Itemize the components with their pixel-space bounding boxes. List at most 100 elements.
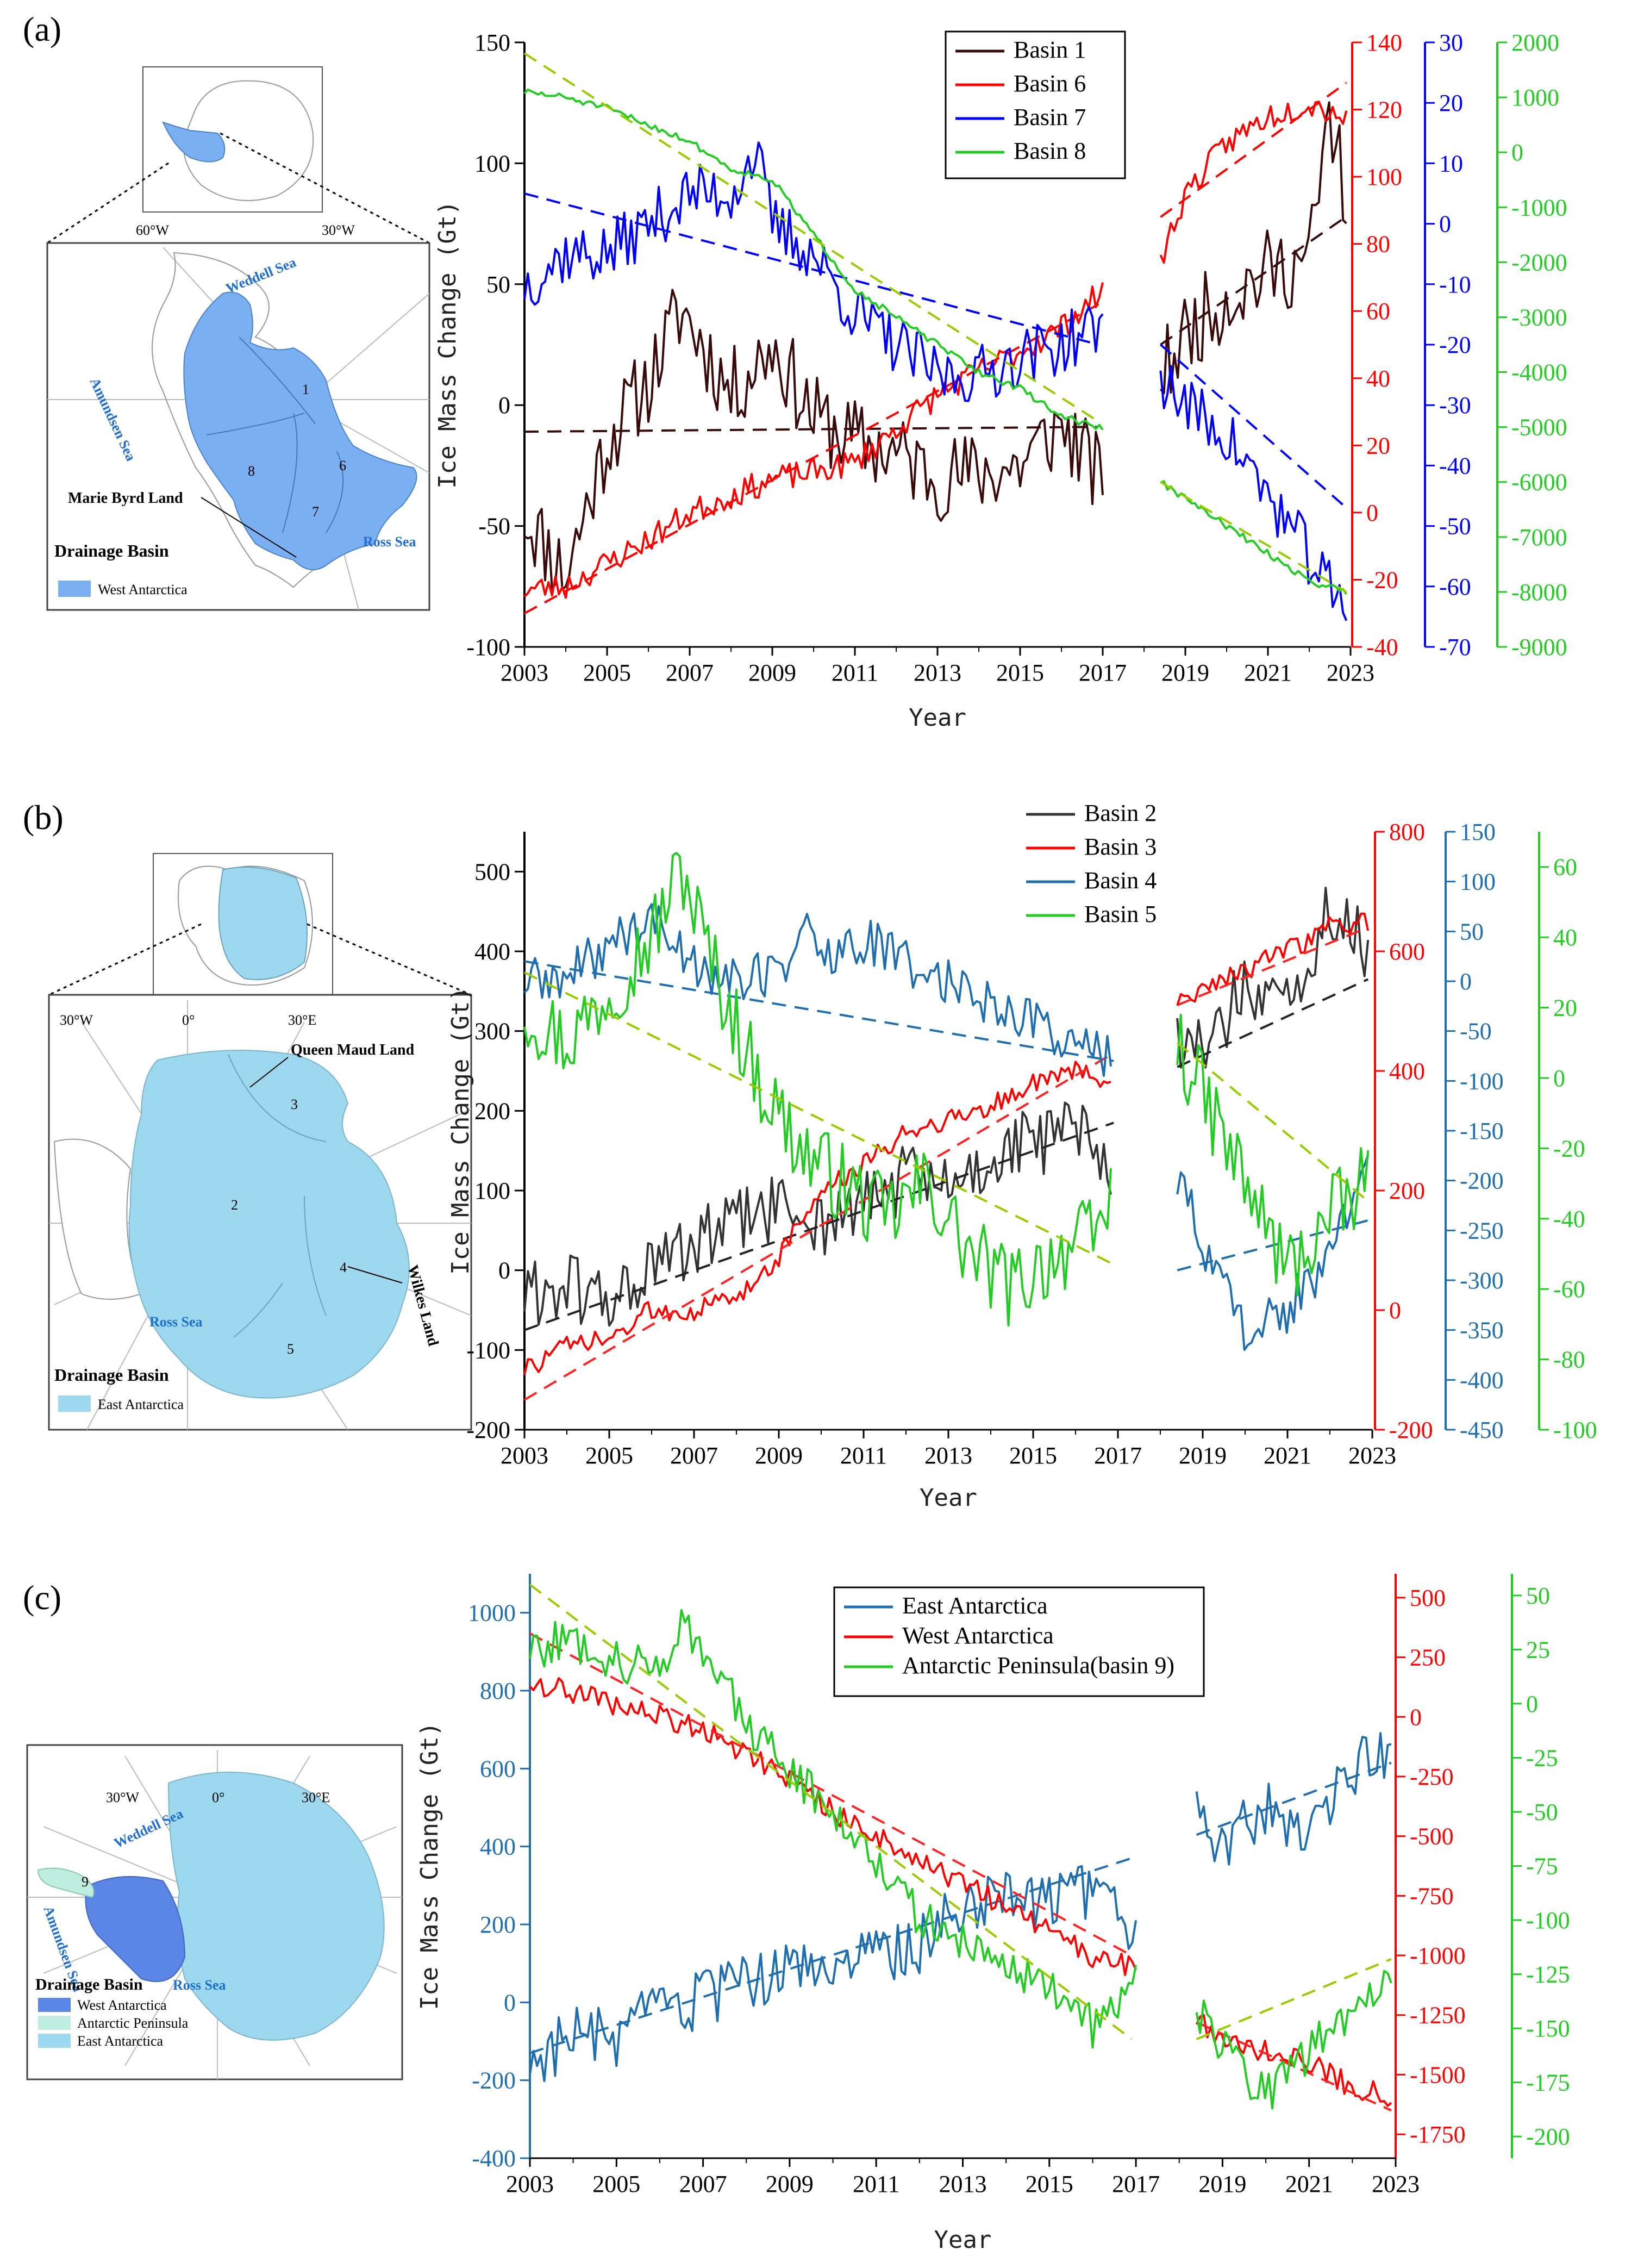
legend: Basin 2 Basin 3 Basin 4 Basin 5 <box>1026 800 1157 927</box>
map-lon-label: 0° <box>182 1012 195 1028</box>
y-tick-label-left: 50 <box>486 271 510 298</box>
map-lon-label: 30°E <box>302 1790 330 1805</box>
y-tick-label-blue: -10 <box>1439 271 1471 298</box>
y-tick-label-red: 600 <box>1389 938 1425 965</box>
x-tick-label: 2015 <box>996 659 1044 686</box>
y-tick-label-green: -25 <box>1526 1744 1558 1771</box>
basin-number: 1 <box>302 382 309 397</box>
x-tick-label: 2007 <box>670 1442 718 1469</box>
y-tick-label-green: 1000 <box>1511 84 1559 111</box>
x-tick-label: 2015 <box>1009 1442 1057 1469</box>
legend: Basin 1 Basin 6 Basin 7 Basin 8 <box>945 30 1126 179</box>
y-tick-label-left: 200 <box>474 1098 510 1124</box>
x-tick-label: 2011 <box>832 659 878 686</box>
map-west-antarctica: 60°W 30°W Weddell Sea Amundsen Sea Ross … <box>46 66 430 611</box>
legend-label: Basin 1 <box>1014 36 1086 63</box>
east-antarctica-region <box>128 1050 410 1399</box>
x-tick-label: 2017 <box>1112 2171 1160 2197</box>
y-tick-label-green: -40 <box>1553 1206 1585 1232</box>
basin-number: 2 <box>231 1197 238 1213</box>
y-tick-label-left: 100 <box>474 1177 510 1204</box>
y-tick-label-left: 150 <box>474 29 510 56</box>
trend-line-basin-5-seg0 <box>524 971 1115 1266</box>
map-lon-label: 30°E <box>288 1012 316 1028</box>
legend-label: Basin 3 <box>1084 833 1157 860</box>
y-tick-label-green: 40 <box>1553 924 1577 951</box>
zoom-line-left <box>47 162 169 244</box>
trend-line-basin-2-seg0 <box>524 1121 1114 1331</box>
leader-line <box>249 1057 289 1088</box>
x-tick-label: 2007 <box>666 659 714 686</box>
legend-box <box>945 30 1126 179</box>
y-tick-label-green: 20 <box>1553 995 1577 1021</box>
y-axis-title: Ice Mass Change (Gt) <box>447 987 474 1275</box>
peninsula-region <box>37 1867 95 1898</box>
map-sea-label: Ross Sea <box>363 534 416 550</box>
series-line-basin-6-seg1 <box>1159 101 1348 264</box>
y-tick-label-green: 2000 <box>1511 29 1559 56</box>
y-tick-label-red: 250 <box>1410 1644 1446 1671</box>
y-tick-label-green: -175 <box>1526 2070 1570 2096</box>
map-lon-label: 0° <box>212 1790 224 1805</box>
y-tick-label-red: -1250 <box>1410 2002 1466 2029</box>
trend-line-basin-5-seg1 <box>1176 1042 1369 1202</box>
y-tick-label-left: 200 <box>480 1911 516 1938</box>
y-tick-label-blue: -40 <box>1439 452 1471 479</box>
y-tick-label-left: -100 <box>466 1337 510 1363</box>
series-line-antarctic-peninsula-basin-9--seg1 <box>1195 1970 1392 2110</box>
x-tick-label: 2023 <box>1348 1442 1396 1469</box>
map-legend-swatch <box>38 2034 71 2048</box>
legend-label: Basin 8 <box>1014 138 1086 164</box>
x-tick-label: 2013 <box>914 659 961 686</box>
trend-line-basin-1-seg1 <box>1160 215 1347 346</box>
trend-line-basin-4-seg1 <box>1177 1219 1368 1272</box>
x-tick-label: 2009 <box>748 659 796 686</box>
x-tick-label: 2011 <box>853 2171 899 2197</box>
series-line-basin-2-seg1 <box>1176 887 1370 1069</box>
series-line-basin-5-seg0 <box>523 852 1112 1327</box>
y-tick-label-left: 600 <box>480 1755 516 1782</box>
west-antarctica-region <box>85 1876 186 1982</box>
legend: East Antarctica West Antarctica Antarctic … <box>833 1586 1205 1697</box>
map-sea-label: Ross Sea <box>173 1977 226 1993</box>
y-tick-label-green: -3000 <box>1511 304 1567 331</box>
basin-number: 9 <box>82 1874 89 1890</box>
y-tick-label-left: 400 <box>474 938 510 965</box>
overview-west-highlight <box>162 121 226 163</box>
y-tick-label-left: 400 <box>480 1834 516 1860</box>
overview-antarctica <box>183 80 314 201</box>
y-tick-label-left: 100 <box>474 150 510 177</box>
series-line-basin-1-seg1 <box>1159 101 1347 395</box>
x-tick-label: 2003 <box>501 659 548 686</box>
chart-c: -400-20002004006008001000-1750-1500-1250… <box>416 1574 1570 2254</box>
x-tick-label: 2009 <box>755 1442 803 1469</box>
trend-line-basin-8-seg1 <box>1160 481 1347 593</box>
y-tick-label-red: 0 <box>1410 1704 1422 1730</box>
west-antarctica-region <box>183 291 417 570</box>
y-tick-label-red: 0 <box>1366 500 1378 526</box>
series-line-basin-7-seg1 <box>1159 365 1348 621</box>
y-tick-label-blue: 100 <box>1460 869 1496 895</box>
map-antarctica: 30°W 0° 30°E Weddell Sea Amundsen Sea Ro… <box>26 1744 403 2080</box>
x-tick-label: 2023 <box>1372 2171 1420 2197</box>
chart-b: -200-1000100200300400500-200020040060080… <box>447 800 1597 1512</box>
trend-line-basin-1-seg0 <box>524 426 1099 433</box>
y-tick-label-green: -60 <box>1553 1276 1585 1303</box>
legend-label: Basin 7 <box>1014 104 1086 130</box>
x-tick-label: 2021 <box>1285 2171 1333 2197</box>
y-tick-label-blue: 20 <box>1439 90 1463 116</box>
y-tick-label-green: 50 <box>1526 1582 1550 1609</box>
y-tick-label-green: -20 <box>1553 1135 1585 1162</box>
series-line-basin-8-seg1 <box>1160 480 1348 595</box>
legend-label: Basin 5 <box>1084 901 1157 927</box>
x-tick-label: 2007 <box>679 2171 727 2197</box>
basin-number: 6 <box>339 458 346 473</box>
basin-number: 8 <box>248 463 255 479</box>
legend-label: Basin 6 <box>1014 70 1086 97</box>
y-tick-label-green: -50 <box>1526 1799 1558 1825</box>
y-tick-label-left: -200 <box>466 1417 510 1443</box>
x-tick-label: 2003 <box>506 2171 554 2197</box>
y-tick-label-blue: -300 <box>1460 1267 1504 1294</box>
trend-line-basin-7-seg1 <box>1160 344 1347 509</box>
